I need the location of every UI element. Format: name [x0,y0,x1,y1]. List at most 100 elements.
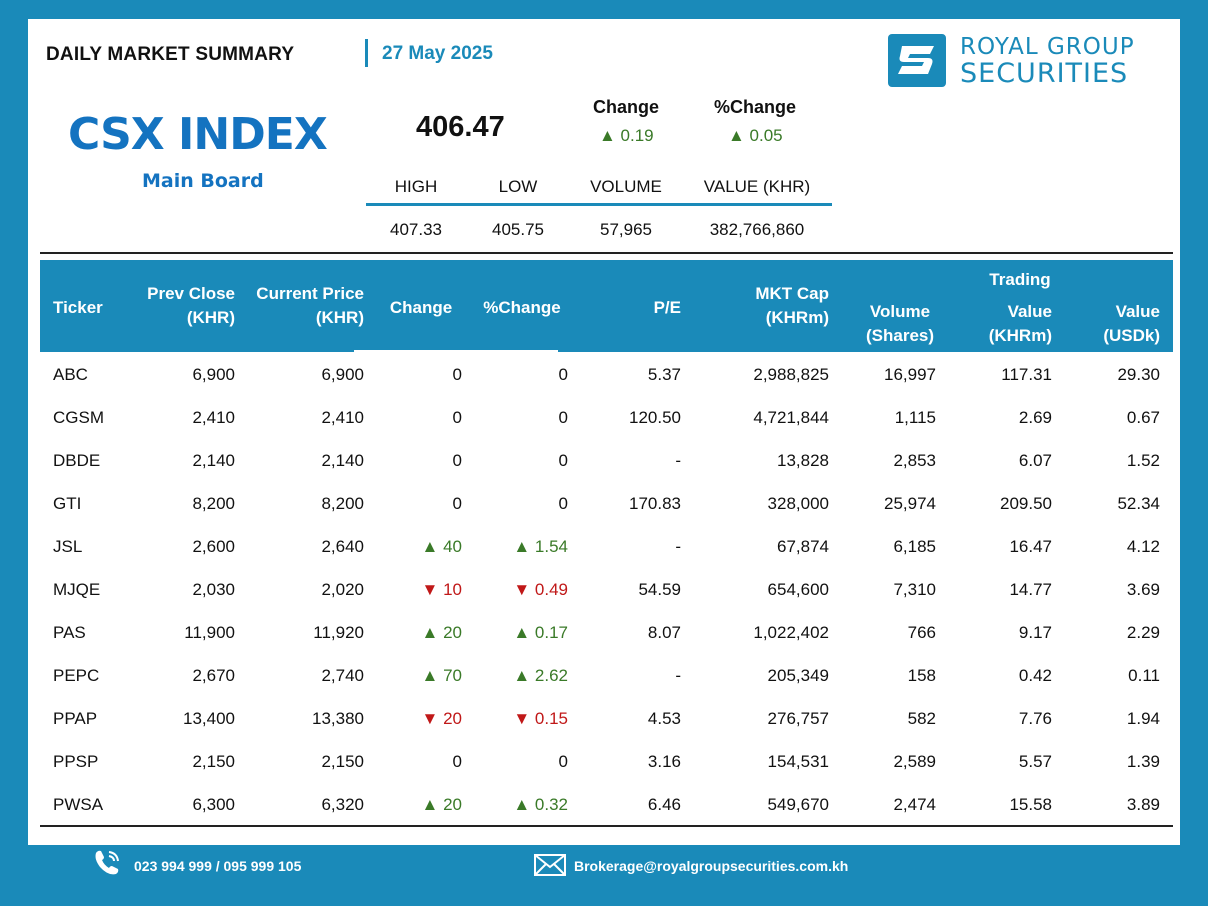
stats-divider [366,203,832,206]
cell-pe: 3.16 [647,752,681,771]
table-top-rule [40,252,1173,254]
index-change-value: ▲ 0.19 [599,126,654,145]
cell-prev: 2,150 [192,752,235,771]
col-current-price: Current Price (KHR) [256,284,364,327]
cell-vusd: 3.89 [1126,795,1160,814]
col-prev-close: Prev Close (KHR) [147,284,235,327]
table-row: PWSA 6,300 6,320 ▲ 20 ▲ 0.32 6.46 549,670 2,474… [40,784,1173,827]
stat-header-value: VALUE (KHR) [703,177,811,196]
cell-vusd: 0.11 [1128,666,1160,685]
cell-vusd: 52.34 [1117,494,1160,513]
cell-chg: 0 [452,752,462,771]
cell-ticker: PPSP [53,752,99,771]
col-ticker: Ticker [53,298,103,317]
logo-line-2: SECURITIES [960,58,1129,89]
cell-cur: 2,410 [321,408,364,427]
logo-line-1: ROYAL GROUP [960,34,1135,60]
cell-vkhr: 16.47 [1009,537,1052,556]
securities-table-body: ABC 6,900 6,900 0 0 5.37 2,988,825 16,997 117.31… [40,354,1173,827]
cell-chg: 0 [452,408,462,427]
cell-vkhr: 9.17 [1018,623,1052,642]
index-stats: HIGH LOW VOLUME VALUE (KHR) 407.33 405.7… [366,177,832,240]
cell-cap: 205,349 [767,666,829,685]
company-logo: ROYAL GROUP SECURITIES [888,34,1158,89]
cell-vusd: 2.29 [1126,623,1160,642]
stat-header-high: HIGH [394,177,438,196]
cell-pe: 4.53 [647,709,681,728]
index-pct-change-value: ▲ 0.05 [728,126,783,145]
cell-vol: 6,185 [893,537,936,556]
index-pct-change-label: %Change [714,97,797,117]
cell-pct: ▲ 2.62 [513,666,568,685]
cell-vkhr: 2.69 [1018,408,1052,427]
cell-chg: ▼ 10 [421,580,462,599]
cell-prev: 13,400 [183,709,235,728]
cell-pct: ▲ 0.32 [513,795,568,814]
footer-email[interactable]: Brokerage@royalgroupsecurities.com.kh [574,858,849,874]
cell-cur: 6,900 [321,365,364,384]
cell-chg: ▲ 70 [421,666,462,685]
stat-header-low: LOW [498,177,538,196]
market-summary-card: DAILY MARKET SUMMARY 27 May 2025 ROYAL G… [28,19,1180,845]
cell-ticker: ABC [53,365,88,384]
cell-chg: ▲ 20 [421,623,462,642]
col-volume: Volume (Shares) [865,302,935,345]
index-change-label: Change [593,97,660,117]
table-row: CGSM 2,410 2,410 0 0 120.50 4,721,844 1,115 2.69… [40,397,1173,440]
cell-prev: 6,900 [192,365,235,384]
col-value-usd: Value (USDk) [1103,302,1160,345]
col-pct-change: %Change [483,298,561,317]
table-bottom-rule [40,825,1173,827]
cell-cap: 328,000 [767,494,829,513]
cell-prev: 2,410 [192,408,235,427]
cell-pct: 0 [558,494,568,513]
footer-phone[interactable]: 023 994 999 / 095 999 105 [134,858,302,874]
cell-vkhr: 7.76 [1018,709,1052,728]
royal-group-logo-icon [888,34,946,87]
cell-cur: 2,140 [321,451,364,470]
cell-vusd: 1.52 [1126,451,1160,470]
cell-vol: 2,589 [893,752,936,771]
cell-ticker: PAS [53,623,86,642]
cell-ticker: PEPC [53,666,100,685]
cell-prev: 2,030 [192,580,235,599]
cell-chg: 0 [452,451,462,470]
cell-cur: 2,150 [321,752,364,771]
cell-vol: 2,474 [893,795,936,814]
cell-cap: 654,600 [767,580,829,599]
stat-value-low: 405.75 [492,220,544,239]
cell-pe: - [675,666,681,685]
cell-vkhr: 15.58 [1009,795,1052,814]
cell-cur: 6,320 [321,795,364,814]
cell-chg: ▲ 20 [421,795,462,814]
cell-vusd: 1.39 [1126,752,1160,771]
index-name: CSX INDEX [68,109,328,160]
table-row: PAS 11,900 11,920 ▲ 20 ▲ 0.17 8.07 1,022,402 76… [40,612,1173,655]
col-change: Change [389,298,453,317]
mail-icon [534,854,566,876]
cell-cap: 1,022,402 [753,623,829,642]
table-row: GTI 8,200 8,200 0 0 170.83 328,000 25,974 209.50… [40,483,1173,526]
cell-vkhr: 117.31 [1001,365,1052,384]
index-value: 406.47 [416,111,505,143]
col-value-khr: Value (KHRm) [988,302,1052,345]
cell-vusd: 1.94 [1126,709,1160,728]
cell-ticker: GTI [53,494,82,513]
cell-pe: - [675,451,681,470]
cell-vol: 582 [907,709,936,728]
cell-pct: 0 [558,365,568,384]
cell-chg: ▲ 40 [421,537,462,556]
cell-prev: 8,200 [192,494,235,513]
cell-pe: 5.37 [647,365,681,384]
header-notch [354,350,558,352]
cell-ticker: PWSA [53,795,104,814]
header-divider [365,39,368,67]
col-mkt-cap: MKT Cap (KHRm) [755,284,829,327]
cell-cap: 276,757 [767,709,829,728]
cell-prev: 11,900 [184,623,235,642]
cell-cap: 549,670 [767,795,829,814]
cell-cur: 11,920 [313,623,364,642]
footer: 023 994 999 / 095 999 105 Brokerage@roya… [0,848,1208,888]
cell-prev: 2,670 [192,666,235,685]
cell-vkhr: 14.77 [1009,580,1052,599]
